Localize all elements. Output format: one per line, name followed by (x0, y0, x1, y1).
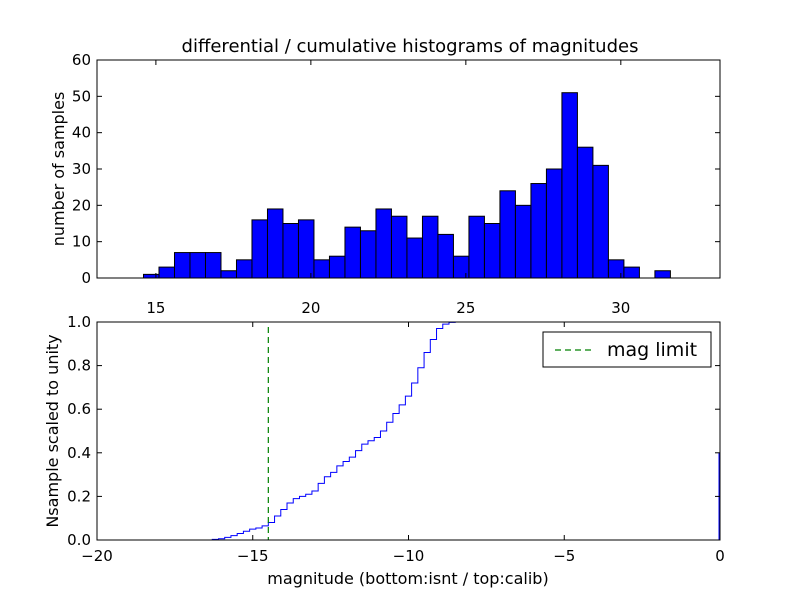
histogram-bar (142, 273, 160, 279)
top-y-tick-label: 40 (72, 124, 91, 142)
histogram-bar (158, 266, 175, 279)
bottom-x-tick-label: −5 (553, 547, 575, 565)
histogram-bar (297, 219, 315, 279)
top-x-tick-label: 30 (611, 299, 630, 317)
histogram-bar (390, 215, 408, 279)
histogram-bar (483, 223, 501, 279)
top-y-tick-label: 10 (72, 233, 91, 251)
top-x-tick-label: 25 (456, 299, 475, 317)
histogram-bar (576, 146, 594, 279)
histogram-bar (235, 259, 253, 279)
histogram-bar (452, 255, 470, 279)
top-axes-frame (96, 59, 721, 279)
histogram-bar (592, 164, 609, 279)
bottom-x-tick-label: 0 (715, 547, 725, 565)
top-axis-ticks: 0 10 20 30 40 50 60 15 20 25 30 (72, 51, 720, 317)
legend: mag limit (542, 331, 712, 368)
top-y-tick-label: 60 (72, 51, 91, 69)
top-y-tick-label: 20 (72, 196, 91, 214)
top-x-tick-label: 15 (146, 299, 165, 317)
histogram-bar (344, 226, 361, 279)
histogram-bar (654, 270, 671, 279)
histogram-bar (220, 270, 237, 279)
histogram-bar (421, 215, 439, 279)
bottom-cumulative-panel: Nsample scaled to unity magnitude (botto… (43, 313, 725, 588)
bottom-y-tick-label: 0.2 (67, 487, 91, 505)
histogram-bar (530, 183, 547, 279)
top-y-tick-label: 30 (72, 160, 91, 178)
bottom-y-tick-label: 0.8 (67, 357, 91, 375)
bottom-y-tick-label: 0.0 (67, 531, 91, 549)
histogram-bar (437, 233, 454, 279)
top-histogram-panel: differential / cumulative histograms of … (49, 36, 721, 317)
bottom-x-tick-label: −10 (393, 547, 425, 565)
x-axis-label: magnitude (bottom:isnt / top:calib) (267, 569, 548, 588)
histogram-bar (468, 215, 485, 279)
histogram-bar (204, 252, 222, 279)
top-y-axis-label: number of samples (49, 92, 68, 247)
histogram-bar (359, 230, 377, 279)
bottom-y-tick-label: 0.4 (67, 444, 91, 462)
histogram-bar (623, 266, 640, 279)
top-x-tick-label: 20 (301, 299, 320, 317)
top-y-tick-label: 50 (72, 87, 91, 105)
bottom-axes-frame (96, 321, 721, 541)
histogram-bar (545, 168, 563, 279)
histogram-bar (313, 259, 330, 279)
histogram-bars (142, 92, 671, 279)
bottom-x-tick-label: −15 (237, 547, 269, 565)
histogram-bar (375, 208, 392, 279)
bottom-x-tick-label: −20 (81, 547, 113, 565)
bottom-y-tick-label: 0.6 (67, 400, 91, 418)
histogram-bar (406, 237, 423, 279)
histogram-bar (328, 255, 346, 279)
histogram-bar (282, 223, 299, 279)
histogram-bar (499, 190, 516, 279)
histogram-bar (607, 259, 625, 279)
histogram-bar (561, 92, 578, 279)
cumulative-step-line (97, 321, 474, 541)
bottom-y-tick-label: 1.0 (67, 313, 91, 331)
histogram-bar (266, 208, 284, 279)
bottom-y-axis-label: Nsample scaled to unity (43, 334, 62, 527)
histogram-bar (173, 252, 191, 279)
top-y-tick-label: 0 (81, 269, 91, 287)
histogram-bar (251, 219, 268, 279)
chart-title: differential / cumulative histograms of … (182, 36, 639, 57)
histogram-bar (514, 204, 532, 279)
histogram-bar (189, 252, 206, 279)
legend-mag-limit-label: mag limit (607, 339, 697, 361)
